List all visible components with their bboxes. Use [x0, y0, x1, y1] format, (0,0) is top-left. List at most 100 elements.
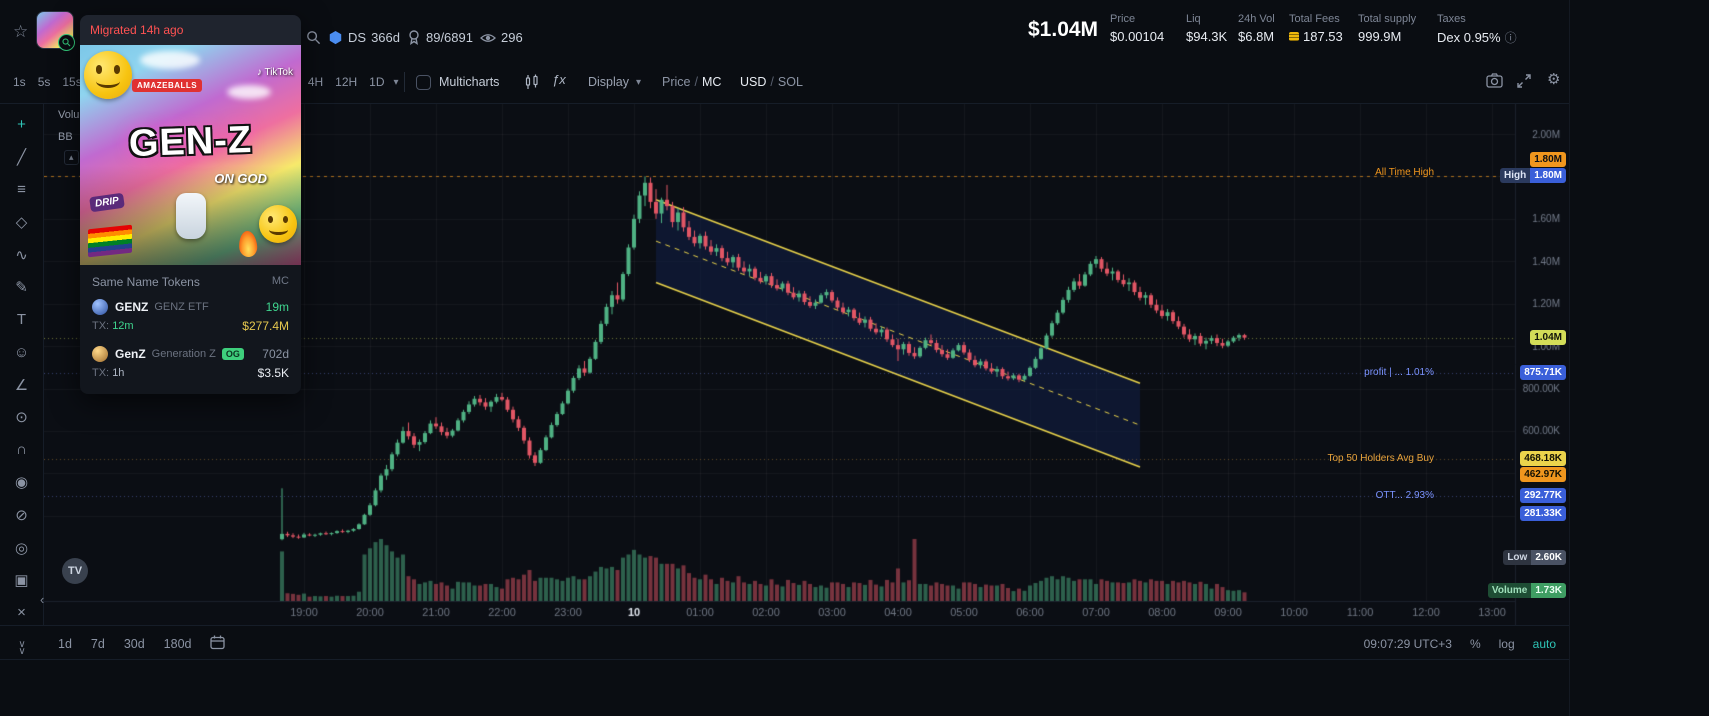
wave-tool-icon[interactable]: ∿	[15, 246, 28, 264]
watchers-count: 296	[500, 30, 523, 45]
token-row-name: GENZ	[115, 300, 149, 314]
ds-label: DS	[348, 30, 367, 45]
multicharts-toggle[interactable]: Multicharts	[416, 60, 499, 104]
usd-sol-toggle[interactable]: USD / SOL	[740, 75, 803, 89]
token-row-mc: $277.4M	[242, 319, 289, 333]
laughing-emoji-graphic	[259, 205, 297, 243]
mc-option[interactable]: MC	[701, 75, 722, 89]
magnet-tool-icon[interactable]: ∩	[16, 441, 27, 459]
fib-tool-icon[interactable]: ≡	[17, 180, 26, 198]
stat-total-fees: Total Fees 187.53	[1289, 13, 1343, 44]
range-30d-button[interactable]: 30d	[123, 636, 145, 651]
price-mc-toggle[interactable]: Price / MC	[662, 75, 722, 89]
bb-indicator-label: BB	[58, 131, 73, 143]
stat-24h-vol: 24h Vol $6.8M	[1238, 13, 1275, 44]
pride-flag-graphic	[88, 224, 132, 258]
token-row-desc: GENZ ETF	[154, 301, 209, 313]
token-hover-popup: Migrated 14h ago AMAZEBALLS ♪ TikTok GEN…	[80, 15, 301, 394]
timeframe-15s[interactable]: 15s	[62, 75, 82, 89]
usd-option[interactable]: USD	[740, 75, 767, 89]
same-name-token-row[interactable]: GenZ Generation Z OG 702d TX: 1h $3.5K	[92, 346, 289, 380]
pane-collapse-icon[interactable]: ‹	[40, 592, 45, 607]
price-badge-292.77k: 292.77K	[1520, 488, 1566, 504]
timeframe-1s[interactable]: 1s	[13, 75, 26, 89]
timeframe-1d[interactable]: 1D	[369, 75, 385, 89]
axis-settings: 09:07:29 UTC+3 % log auto	[1364, 626, 1556, 661]
amazeballs-sticker: AMAZEBALLS	[132, 79, 203, 92]
token-row-age: 702d	[262, 347, 289, 361]
range-1d-button[interactable]: 1d	[58, 636, 72, 651]
chart-footer: 1d 7d 30d 180d 09:07:29 UTC+3 % log auto	[0, 625, 1569, 660]
anchor-tool-icon[interactable]: ◉	[14, 474, 29, 492]
search-icon[interactable]	[306, 30, 321, 45]
on-god-text: ON GOD	[214, 171, 267, 186]
line-label-top-50-holders-avg-buy: Top 50 Holders Avg Buy	[1327, 452, 1434, 464]
chevron-down-icon: ▾	[636, 76, 642, 88]
price-badge-1.80m: 1.80M	[1530, 152, 1566, 168]
indicators-fx-icon[interactable]: ƒx	[552, 72, 566, 87]
chart-style-icon[interactable]	[524, 74, 540, 95]
range-7d-button[interactable]: 7d	[90, 636, 105, 651]
zoom-tool-icon[interactable]: ⊙	[15, 409, 28, 427]
migrated-note: Migrated 14h ago	[80, 15, 301, 45]
avatar-search-badge-icon[interactable]	[58, 34, 75, 51]
delete-tool-icon[interactable]: ×	[17, 604, 26, 622]
display-dropdown[interactable]: Display ▾	[588, 60, 641, 104]
shapes-tool-icon[interactable]: ◇	[15, 213, 28, 231]
price-badge-low-2.60k: Low 2.60K	[1503, 549, 1566, 565]
token-row-avatar	[92, 346, 108, 362]
timeframe-4h[interactable]: 4H	[307, 75, 324, 89]
same-name-tokens-card: Same Name Tokens MC GENZ GENZ ETF 19m TX…	[80, 265, 301, 394]
text-tool-icon[interactable]: T	[16, 311, 27, 329]
trend-line-tool-icon[interactable]: ╱	[16, 148, 27, 166]
price-badge-875.71k: 875.71K	[1520, 364, 1566, 380]
multicharts-label: Multicharts	[439, 75, 500, 89]
tradingview-logo[interactable]: TV	[62, 558, 88, 584]
stat-liq: Liq $94.3K	[1186, 13, 1228, 44]
token-row-mc: $3.5K	[257, 366, 289, 380]
brush-tool-icon[interactable]: ✎	[15, 279, 28, 297]
auto-scale-button[interactable]: auto	[1532, 636, 1556, 651]
dexscreener-badge[interactable]: DS 366d	[328, 30, 400, 45]
range-buttons: 1d 7d 30d 180d	[58, 626, 226, 661]
multicharts-checkbox[interactable]	[416, 74, 431, 90]
snapshot-tool-icon[interactable]: ▣	[14, 572, 29, 590]
fire-emoji-graphic	[238, 230, 258, 258]
rank-badge[interactable]: 89/6891	[407, 30, 473, 45]
market-cap-value: $1.04M	[1028, 18, 1099, 41]
medal-icon	[409, 30, 419, 45]
timeframe-dropdown-icon[interactable]: ▾	[393, 76, 399, 88]
measure-tool-icon[interactable]: ∠	[14, 376, 29, 394]
hide-tool-icon[interactable]: ◎	[14, 539, 29, 557]
emoji-tool-icon[interactable]: ☺	[13, 343, 30, 361]
gear-icon[interactable]: ⚙	[1547, 71, 1561, 88]
go-to-date-icon[interactable]	[210, 635, 226, 653]
timeframe-12h[interactable]: 12H	[335, 75, 358, 89]
crosshair-tool-icon[interactable]: +	[17, 115, 26, 133]
range-180d-button[interactable]: 180d	[163, 636, 192, 651]
toolbar-collapse-chevrons-icon[interactable]: ∨ ∨	[18, 639, 26, 657]
sol-option[interactable]: SOL	[777, 75, 803, 89]
legend-collapse-icon[interactable]: ▴	[64, 150, 79, 165]
info-icon[interactable]: ⓘ	[1504, 31, 1517, 45]
price-badge-volume-1.73k: Volume 1.73K	[1487, 583, 1566, 598]
camera-icon[interactable]	[1486, 73, 1503, 93]
same-name-token-row[interactable]: GENZ GENZ ETF 19m TX: 12m $277.4M	[92, 299, 289, 333]
rank-value: 89/6891	[425, 30, 473, 45]
watchers-badge[interactable]: 296	[480, 30, 523, 45]
token-row-age: 19m	[265, 300, 289, 314]
token-row-avatar	[92, 299, 108, 315]
fullscreen-icon[interactable]	[1516, 73, 1532, 94]
og-badge: OG	[221, 348, 244, 360]
ds-age: 366d	[371, 30, 400, 45]
favorite-star-icon[interactable]: ☆	[13, 22, 29, 41]
log-scale-button[interactable]: log	[1498, 636, 1515, 651]
hexagon-icon	[329, 30, 342, 45]
percent-scale-button[interactable]: %	[1469, 636, 1481, 651]
genz-title-text: GEN-Z	[128, 118, 253, 166]
price-option[interactable]: Price	[662, 75, 691, 89]
lock-tool-icon[interactable]: ⊘	[15, 507, 28, 525]
price-badge-462.97k: 462.97K	[1520, 467, 1566, 483]
timeframe-5s[interactable]: 5s	[37, 75, 51, 89]
